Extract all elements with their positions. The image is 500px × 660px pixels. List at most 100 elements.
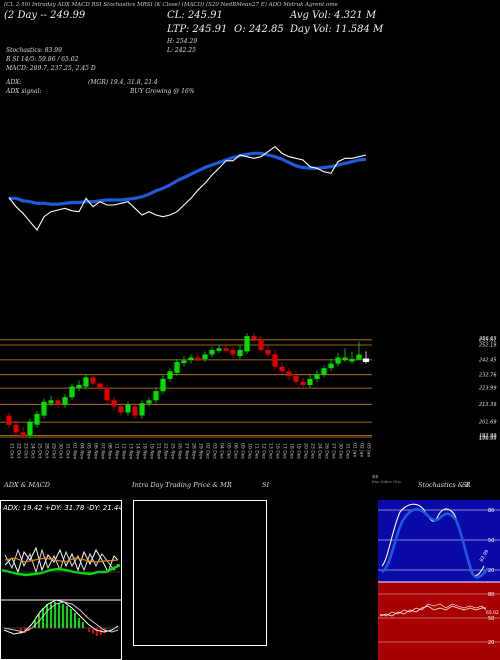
candle-body [139, 403, 145, 416]
stoch-label-20: 20 [488, 568, 494, 574]
macd-bar [66, 606, 68, 628]
date-axis-label: 25 Nov [170, 443, 176, 460]
corner-label: $$ [372, 474, 379, 480]
date-axis-label: 27 Dec [331, 443, 337, 460]
macd-bar [42, 608, 44, 628]
candle-body [69, 386, 75, 398]
open-value: O: 242.85 [234, 24, 284, 35]
stoch-panel-title: Stochastics & R [418, 481, 471, 489]
candle-body [362, 358, 370, 362]
chart-header-line: (CL 2-50) Intraday ADX MACD RSI Stochast… [4, 2, 338, 8]
stochastics-value: Stochastics: 83.99 [6, 47, 62, 54]
low-value: L: 242.25 [167, 47, 196, 54]
stoch-label-80: 80 [488, 508, 494, 514]
candle-body [293, 375, 299, 382]
date-axis-label: 13 Nov [128, 443, 134, 460]
candle-body [34, 414, 40, 425]
date-axis-label: 28 Nov [191, 443, 197, 460]
macd-bar [96, 628, 98, 636]
close-value: CL: 245.91 [167, 10, 223, 21]
candle-body [230, 349, 236, 355]
date-axis-label: 21 Nov [156, 443, 162, 460]
candle-body [223, 348, 229, 351]
candle-body [202, 354, 208, 359]
macd-bar [34, 620, 36, 628]
rsi-last-value: 65.02 [486, 610, 499, 616]
candle-body [244, 336, 250, 352]
date-axis-label: 25 Oct [37, 443, 43, 458]
macd-bar [82, 622, 84, 628]
stoch-label-50: 50 [488, 538, 494, 544]
rsi-value: R SI 14/5: 59.86 / 65.02 [6, 56, 79, 63]
corner-sublabel: fine Sales Grp [372, 479, 401, 484]
candle-body [265, 349, 271, 355]
date-axis-label: 27 Nov [184, 443, 190, 460]
date-axis-label: 30 Dec [338, 443, 344, 460]
candle-body [258, 339, 264, 350]
ltp-value: LTP: 245.91 [167, 24, 228, 35]
high-value: H: 254.29 [167, 38, 198, 45]
rsi-label-50: 50 [488, 616, 494, 622]
candle-body [342, 357, 348, 360]
date-axis-label: 31 Dec [345, 443, 351, 460]
adx-signal-value: BUY Growing @ 16% [130, 88, 195, 95]
adx-line-white-1 [4, 546, 119, 574]
moving-average-line [9, 151, 367, 206]
candle-body [104, 388, 110, 401]
date-axis-label: 12 Nov [121, 443, 127, 460]
candle-body [125, 404, 131, 413]
macd-bar [70, 609, 72, 628]
rsi-line-b [379, 603, 487, 617]
candle-body [328, 363, 334, 369]
date-axis-label: 07 Nov [100, 443, 106, 460]
candle-body [195, 357, 201, 360]
candle-body [76, 385, 82, 389]
candle-body [48, 400, 54, 404]
date-axis-label: 18 Nov [142, 443, 148, 460]
candle-body [307, 378, 313, 385]
adx-label: ADX: [6, 79, 22, 86]
macd-bar [62, 604, 64, 628]
day-volume: Day Vol: 11.584 M [290, 24, 384, 35]
day-label: (2 Day -- 249.99 [4, 10, 86, 21]
price-axis-label: 213.39 [479, 402, 497, 408]
stochastics-rsi-panel: 80 50 20 83.99 80 50 20 65.02 [378, 500, 500, 660]
candle-body [118, 406, 124, 413]
intraday-panel-title-suffix: SI [262, 481, 270, 489]
price-axis-label: 223.99 [479, 386, 497, 392]
rsi-label-80: 80 [488, 592, 494, 598]
date-axis-label: 04 Nov [79, 443, 85, 460]
candle-body [132, 406, 138, 416]
date-axis-label: 23 Dec [310, 443, 316, 460]
candle-body [188, 357, 194, 360]
date-axis-label: 14 Nov [135, 443, 141, 460]
date-axis-label: 09 Dec [240, 443, 246, 460]
candle-body [160, 378, 166, 392]
candle-body [20, 432, 26, 436]
candle-body [356, 354, 362, 360]
candle-body [314, 374, 320, 379]
date-axis-label: 22 Nov [163, 443, 169, 460]
macd-bar [74, 613, 76, 628]
candle-body [237, 349, 243, 356]
date-axis-label: 05 Nov [86, 443, 92, 460]
date-axis-label: 17 Dec [282, 443, 288, 460]
date-axis-label: 01 Nov [72, 443, 78, 460]
date-axis-label: 02 Jan [359, 443, 365, 457]
macd-bar [78, 618, 80, 628]
candle-body [167, 371, 173, 379]
candle-body [13, 424, 19, 433]
price-axis-label: 201.69 [479, 420, 497, 426]
adx-macd-panel: ADX: 19.42 +DY: 31.78 -DY: 21.44 [0, 500, 122, 660]
date-axis-label: 06 Dec [233, 443, 239, 460]
rsi-line-a [379, 605, 486, 617]
macd-value: MACD: 289.7, 237.25, 2.45 D [6, 65, 96, 72]
date-axis-label: 31 Oct [65, 443, 71, 458]
macd-bar [54, 602, 56, 628]
date-axis-label: 06 Nov [93, 443, 99, 460]
price-axis-label: 232.76 [479, 372, 497, 378]
candle-body [6, 415, 12, 425]
candle-body [181, 360, 187, 364]
date-axis-label: 30 Oct [58, 443, 64, 458]
date-axis-label: 19 Nov [149, 443, 155, 460]
